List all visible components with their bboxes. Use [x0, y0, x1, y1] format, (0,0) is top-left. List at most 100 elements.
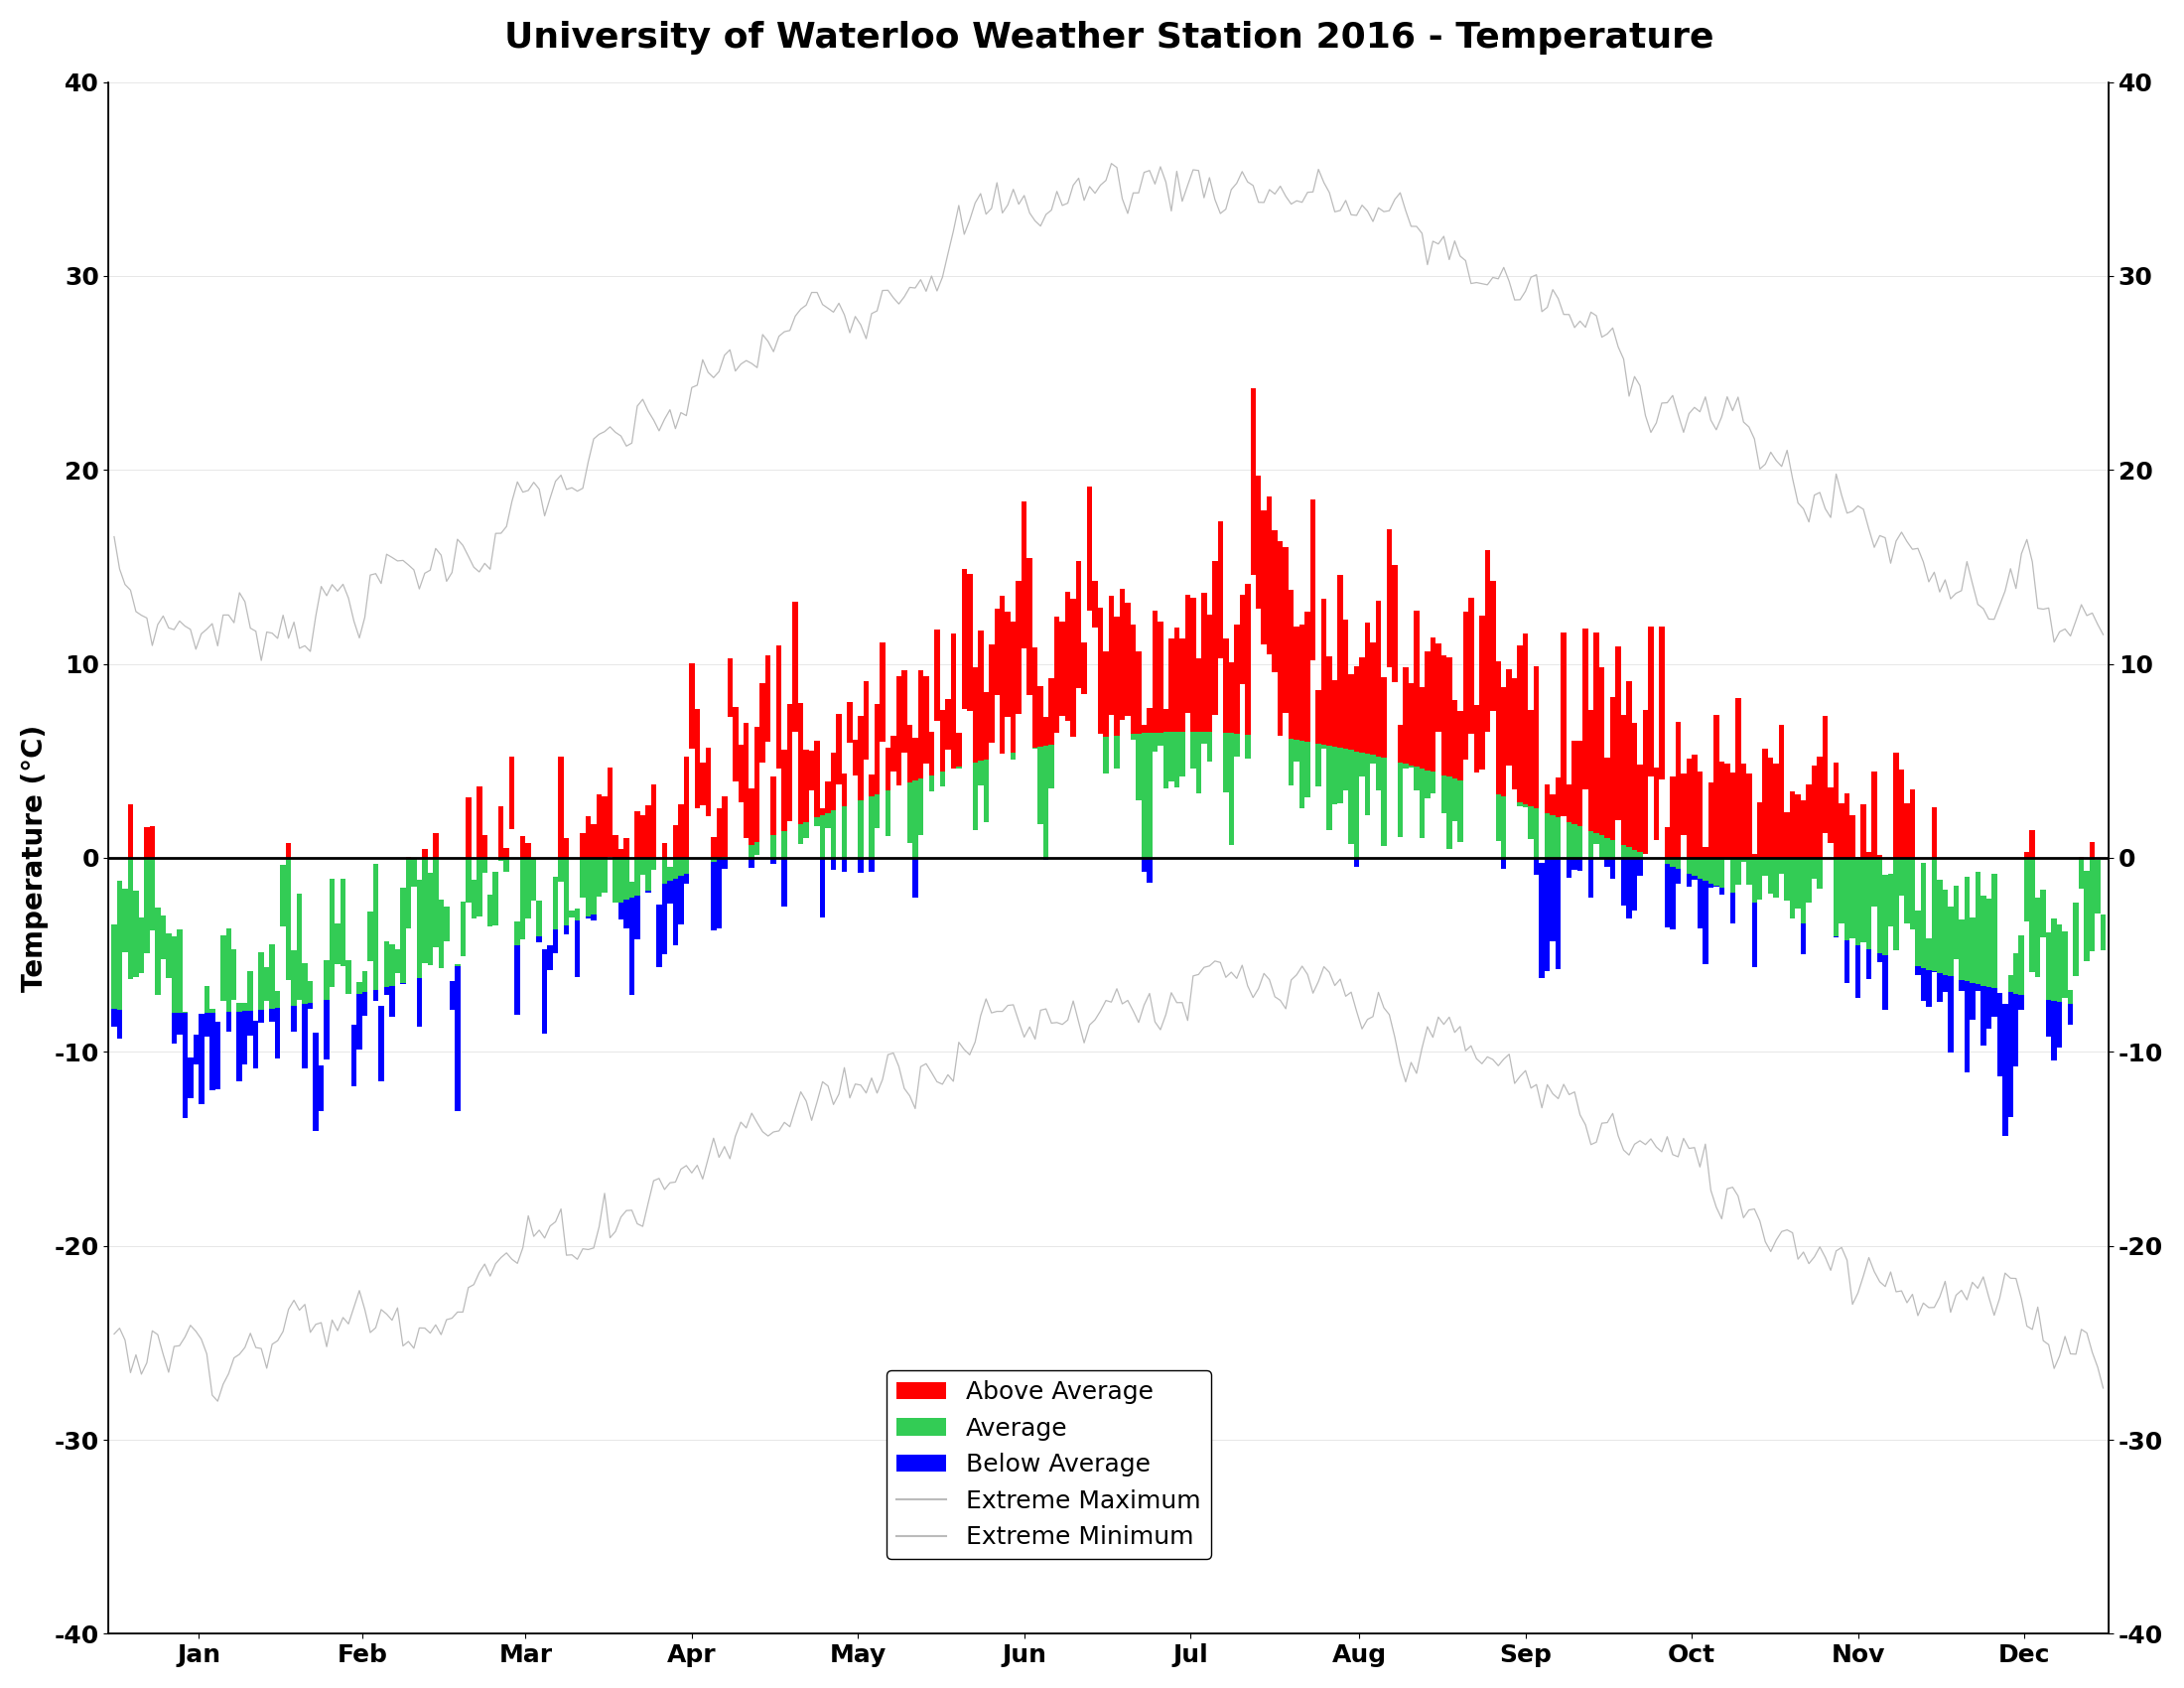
- Bar: [657, 905, 662, 967]
- Bar: [1992, 989, 1996, 1016]
- Bar: [1572, 824, 1577, 858]
- Bar: [1894, 858, 1898, 950]
- Bar: [1861, 858, 1865, 942]
- Bar: [939, 771, 946, 787]
- Bar: [1522, 633, 1529, 803]
- Bar: [1638, 858, 1642, 876]
- Bar: [732, 707, 738, 782]
- Bar: [913, 858, 917, 898]
- Bar: [1952, 886, 1959, 959]
- Bar: [1843, 940, 1850, 982]
- Bar: [625, 858, 629, 900]
- Bar: [1762, 858, 1769, 876]
- Bar: [1310, 500, 1315, 660]
- Bar: [581, 858, 585, 898]
- Bar: [483, 836, 487, 858]
- Bar: [356, 994, 363, 1050]
- Bar: [122, 890, 127, 952]
- Bar: [1369, 643, 1376, 755]
- Bar: [297, 895, 301, 1001]
- Bar: [1022, 501, 1026, 648]
- Bar: [782, 749, 786, 830]
- Bar: [127, 805, 133, 858]
- Bar: [247, 971, 253, 1011]
- Bar: [1387, 528, 1391, 667]
- Bar: [1762, 749, 1769, 858]
- Bar: [1865, 852, 1872, 858]
- Bar: [1865, 949, 1872, 979]
- Bar: [1649, 626, 1653, 776]
- Bar: [1153, 733, 1158, 751]
- Bar: [972, 667, 978, 763]
- Bar: [498, 807, 505, 858]
- Bar: [1321, 744, 1326, 748]
- Bar: [1621, 846, 1627, 858]
- Bar: [961, 569, 968, 709]
- Bar: [1479, 614, 1485, 770]
- Bar: [1594, 834, 1599, 844]
- Bar: [1369, 755, 1376, 765]
- Bar: [1011, 753, 1016, 760]
- Bar: [1693, 876, 1697, 879]
- Bar: [1675, 869, 1682, 885]
- Bar: [133, 891, 138, 977]
- Bar: [618, 903, 625, 920]
- Bar: [721, 858, 727, 869]
- Bar: [1996, 993, 2003, 1077]
- Bar: [808, 751, 815, 790]
- Bar: [684, 858, 688, 874]
- Bar: [1697, 858, 1704, 878]
- Bar: [1468, 598, 1474, 734]
- Bar: [705, 748, 710, 817]
- Bar: [710, 858, 716, 861]
- Bar: [917, 670, 924, 778]
- Bar: [2025, 852, 2029, 858]
- Bar: [1813, 765, 1817, 858]
- Bar: [1103, 736, 1109, 773]
- Bar: [852, 739, 858, 776]
- Bar: [2029, 858, 2035, 972]
- Bar: [2046, 1001, 2051, 1036]
- Bar: [983, 760, 989, 822]
- Bar: [646, 805, 651, 858]
- Bar: [592, 858, 596, 915]
- Bar: [957, 766, 961, 768]
- Bar: [461, 901, 465, 955]
- Bar: [1304, 611, 1310, 741]
- Bar: [1610, 841, 1616, 858]
- Bar: [1821, 716, 1828, 834]
- Bar: [738, 744, 743, 802]
- Bar: [1358, 658, 1365, 753]
- Bar: [972, 763, 978, 830]
- Bar: [1413, 766, 1420, 790]
- Bar: [819, 858, 826, 918]
- Bar: [181, 1013, 188, 1117]
- Bar: [341, 879, 345, 966]
- Bar: [607, 768, 614, 858]
- Bar: [743, 722, 749, 837]
- Bar: [1970, 918, 1974, 982]
- Bar: [352, 1025, 356, 1087]
- Bar: [177, 930, 181, 1013]
- Bar: [640, 815, 646, 858]
- Bar: [1179, 638, 1186, 733]
- Bar: [290, 950, 297, 1006]
- Bar: [1431, 636, 1435, 771]
- Bar: [1474, 706, 1479, 773]
- Bar: [1675, 858, 1682, 869]
- Bar: [869, 797, 874, 858]
- Bar: [1120, 589, 1125, 719]
- Bar: [1441, 655, 1446, 775]
- Bar: [1780, 726, 1784, 858]
- Bar: [1937, 974, 1942, 1001]
- Bar: [203, 1013, 210, 1036]
- Bar: [155, 908, 159, 994]
- Bar: [1832, 761, 1839, 858]
- Bar: [1894, 753, 1898, 858]
- Bar: [559, 858, 563, 881]
- Bar: [483, 858, 487, 873]
- Bar: [1974, 871, 1981, 984]
- Bar: [1540, 863, 1544, 977]
- Bar: [1251, 388, 1256, 576]
- Bar: [585, 815, 592, 858]
